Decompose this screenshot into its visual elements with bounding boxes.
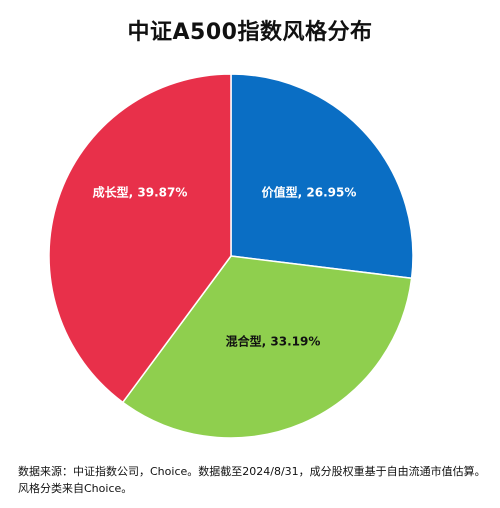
- pie-slice-3: [48, 73, 232, 404]
- pie-slice-1: [230, 73, 414, 279]
- data-label-2: 混合型, 33.19%: [226, 334, 321, 349]
- source-note-continued: 风格分类来自Choice。: [18, 482, 133, 495]
- data-label-3: 成长型, 39.87%: [93, 185, 188, 200]
- pie-slice-2: [122, 255, 413, 439]
- data-label-1: 价值型, 26.95%: [262, 185, 357, 200]
- source-note: 数据来源：中证指数公司，Choice。数据截至2024/8/31，成分股权重基于…: [18, 465, 486, 478]
- chart-title: 中证A500指数风格分布: [127, 20, 373, 45]
